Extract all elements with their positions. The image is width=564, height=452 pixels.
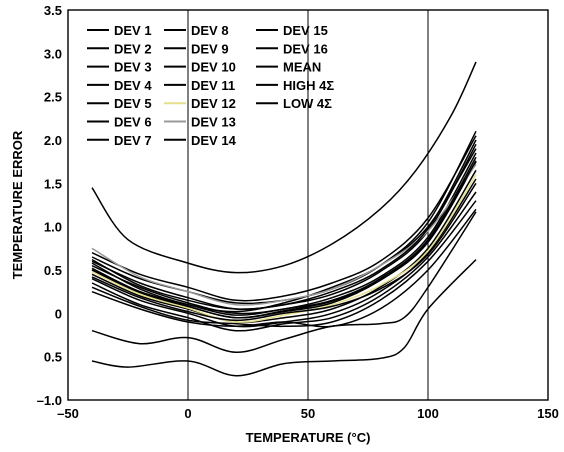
x-tick-label: 0 <box>184 406 191 421</box>
x-tick-label: 100 <box>417 406 439 421</box>
y-tick-label: 2.0 <box>44 133 62 148</box>
y-tick-label: 3.0 <box>44 46 62 61</box>
legend-label: DEV 15 <box>283 23 328 38</box>
legend-label: DEV 6 <box>114 115 152 130</box>
y-tick-label: 3.5 <box>44 3 62 18</box>
legend-label: DEV 16 <box>283 41 328 56</box>
y-axis-title: TEMPERATURE ERROR <box>10 130 25 279</box>
legend-label: DEV 4 <box>114 78 152 93</box>
y-tick-label: 2.5 <box>44 90 62 105</box>
y-tick-label: 1.0 <box>44 220 62 235</box>
x-tick-label: –50 <box>57 406 79 421</box>
legend-label: DEV 11 <box>191 78 235 93</box>
legend-label: DEV 9 <box>191 41 229 56</box>
legend-label: DEV 10 <box>191 60 236 75</box>
legend-label: DEV 8 <box>191 23 229 38</box>
legend-label: DEV 14 <box>191 133 237 148</box>
legend-label: DEV 3 <box>114 60 152 75</box>
legend-label: DEV 13 <box>191 115 236 130</box>
legend-label: DEV 7 <box>114 133 152 148</box>
y-tick-label: 0 <box>55 306 62 321</box>
x-tick-label: 50 <box>301 406 315 421</box>
y-tick-label: 0.5 <box>44 350 62 365</box>
legend-label: DEV 1 <box>114 23 152 38</box>
x-tick-label: 150 <box>537 406 559 421</box>
y-tick-label: 0.5 <box>44 263 62 278</box>
x-axis-title: TEMPERATURE (°C) <box>246 430 371 445</box>
legend-label: HIGH 4Σ <box>283 78 334 93</box>
y-tick-label: –1.0 <box>37 393 62 408</box>
legend-label: DEV 12 <box>191 96 236 111</box>
legend-label: DEV 5 <box>114 96 152 111</box>
legend-label: LOW 4Σ <box>283 96 332 111</box>
legend-label: MEAN <box>283 60 321 75</box>
y-tick-label: 1.5 <box>44 176 62 191</box>
legend-label: DEV 2 <box>114 41 152 56</box>
